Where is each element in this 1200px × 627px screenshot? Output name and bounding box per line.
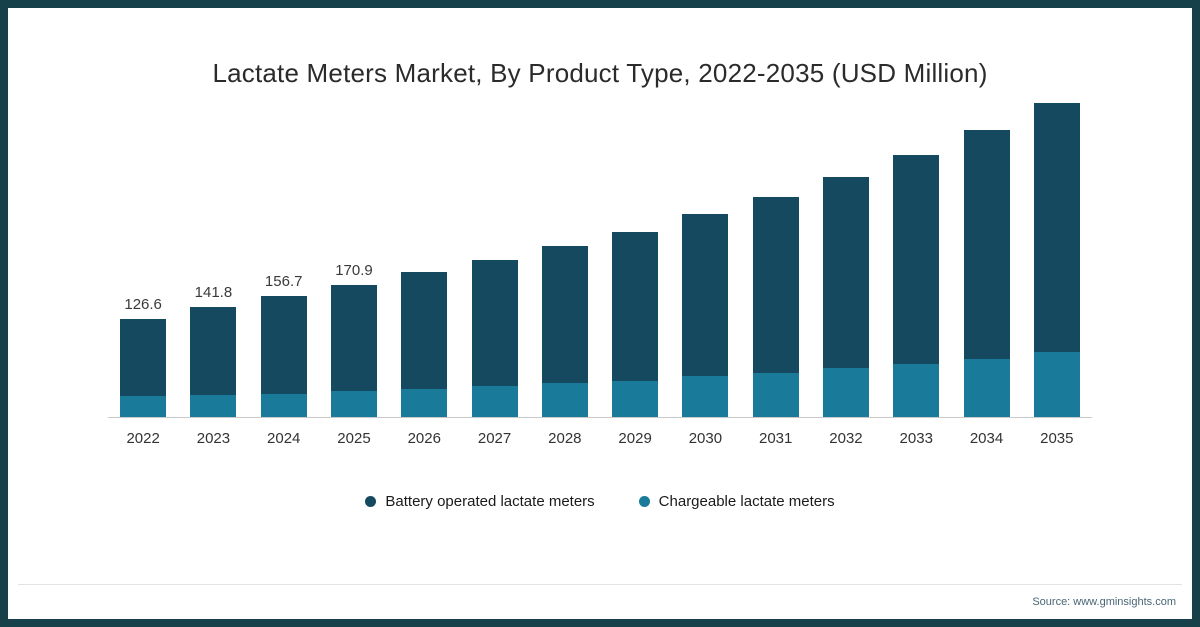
- bar-segment-chargeable: [682, 376, 729, 417]
- bar-chart-plot-area: 126.6 141.8 156.7 170.9: [108, 77, 1092, 418]
- x-axis-label: 2024: [267, 430, 301, 447]
- x-axis-label: 2027: [477, 430, 512, 447]
- legend-marker-battery-icon: [365, 496, 377, 507]
- x-axis-label: 2029: [618, 430, 652, 447]
- x-axis-label: 2025: [337, 430, 371, 447]
- bar-segment-battery: [822, 177, 869, 369]
- bar-segment-chargeable: [541, 383, 588, 417]
- x-axis-label: 2030: [688, 430, 723, 447]
- bar-stack: [401, 272, 448, 417]
- bar-group: 156.7: [249, 273, 319, 417]
- x-axis-label: 2034: [969, 430, 1004, 447]
- bar-segment-chargeable: [260, 393, 307, 417]
- x-axis-label: 2035: [1040, 430, 1074, 447]
- bar-segment-battery: [401, 272, 448, 389]
- bar-segment-battery: [893, 155, 940, 364]
- bar-segment-chargeable: [963, 358, 1010, 417]
- bar-segment-battery: [612, 232, 659, 381]
- x-axis-label: 2023: [196, 430, 231, 447]
- bar-group: [389, 272, 459, 417]
- bar-segment-chargeable: [330, 391, 377, 417]
- bar-segment-battery: [541, 246, 588, 384]
- bar-segment-chargeable: [612, 380, 659, 417]
- bar-segment-chargeable: [1033, 352, 1080, 417]
- chart-title: Lactate Meters Market, By Product Type, …: [212, 58, 988, 88]
- bar-segment-chargeable: [401, 388, 448, 417]
- bar-group: [600, 232, 670, 417]
- bar-stack: [541, 246, 588, 417]
- legend-label-battery: Battery operated lactate meters: [385, 493, 595, 510]
- bar-group: 141.8: [178, 284, 248, 417]
- bar-stack: [260, 295, 307, 417]
- legend-item-battery: Battery operated lactate meters: [365, 493, 595, 510]
- x-axis-label: 2031: [758, 430, 793, 447]
- bar-group: [951, 129, 1021, 417]
- bar-stack: [682, 214, 729, 417]
- bar-segment-chargeable: [822, 368, 869, 417]
- bar-stack: [1033, 102, 1080, 417]
- x-axis-label: 2032: [829, 430, 863, 447]
- bar-segment-battery: [120, 319, 167, 397]
- bar-stack: [120, 319, 167, 417]
- bar-segment-battery: [471, 260, 518, 387]
- bar-segment-battery: [963, 129, 1010, 359]
- bar-group: [670, 214, 740, 417]
- bar-group: [811, 177, 881, 417]
- bar-segment-chargeable: [752, 372, 799, 417]
- source-note: Source: www.gminsights.com: [1032, 596, 1176, 608]
- legend-label-chargeable: Chargeable lactate meters: [658, 493, 835, 510]
- bar-segment-battery: [190, 307, 237, 395]
- bar-stack: [330, 284, 377, 417]
- bar-value-label: 141.8: [194, 284, 233, 302]
- bar-group: [459, 260, 529, 417]
- bar-segment-battery: [260, 295, 307, 394]
- bar-value-label: 170.9: [335, 261, 373, 279]
- bar-segment-chargeable: [190, 394, 237, 417]
- legend-item-chargeable: Chargeable lactate meters: [638, 493, 835, 510]
- footer-divider: [18, 584, 1182, 585]
- bar-segment-battery: [1033, 102, 1080, 353]
- bar-group: [530, 246, 600, 417]
- bar-stack: [190, 307, 237, 417]
- x-axis-label: 2026: [407, 430, 441, 447]
- x-axis-label: 2028: [548, 430, 582, 447]
- legend: Battery operated lactate meters Chargeab…: [8, 493, 1192, 510]
- bar-segment-chargeable: [471, 386, 518, 417]
- bar-segment-battery: [330, 284, 377, 392]
- bar-segment-chargeable: [120, 396, 167, 417]
- bar-stack: [471, 260, 518, 417]
- bar-group: [741, 197, 811, 417]
- bar-stack: [822, 177, 869, 417]
- bar-group: [881, 155, 951, 417]
- bar-segment-battery: [682, 214, 729, 377]
- bar-stack: [963, 129, 1010, 417]
- bar-group: 170.9: [319, 262, 389, 417]
- bar-stack: [612, 232, 659, 417]
- bar-value-label: 126.6: [124, 296, 162, 314]
- legend-marker-chargeable-icon: [638, 496, 650, 507]
- bar-stack: [893, 155, 940, 417]
- bar-segment-chargeable: [893, 363, 940, 417]
- bar-value-label: 156.7: [264, 272, 303, 290]
- bar-segment-battery: [752, 197, 799, 373]
- bar-stack: [752, 197, 799, 417]
- bar-group: 126.6: [108, 296, 178, 417]
- x-axis: 2022 2023 2024 2025 2026 2027 2028 2029 2030 2031…: [108, 418, 1092, 447]
- x-axis-label: 2022: [126, 430, 160, 447]
- x-axis-label: 2033: [899, 430, 933, 447]
- bar-group: [1022, 102, 1092, 417]
